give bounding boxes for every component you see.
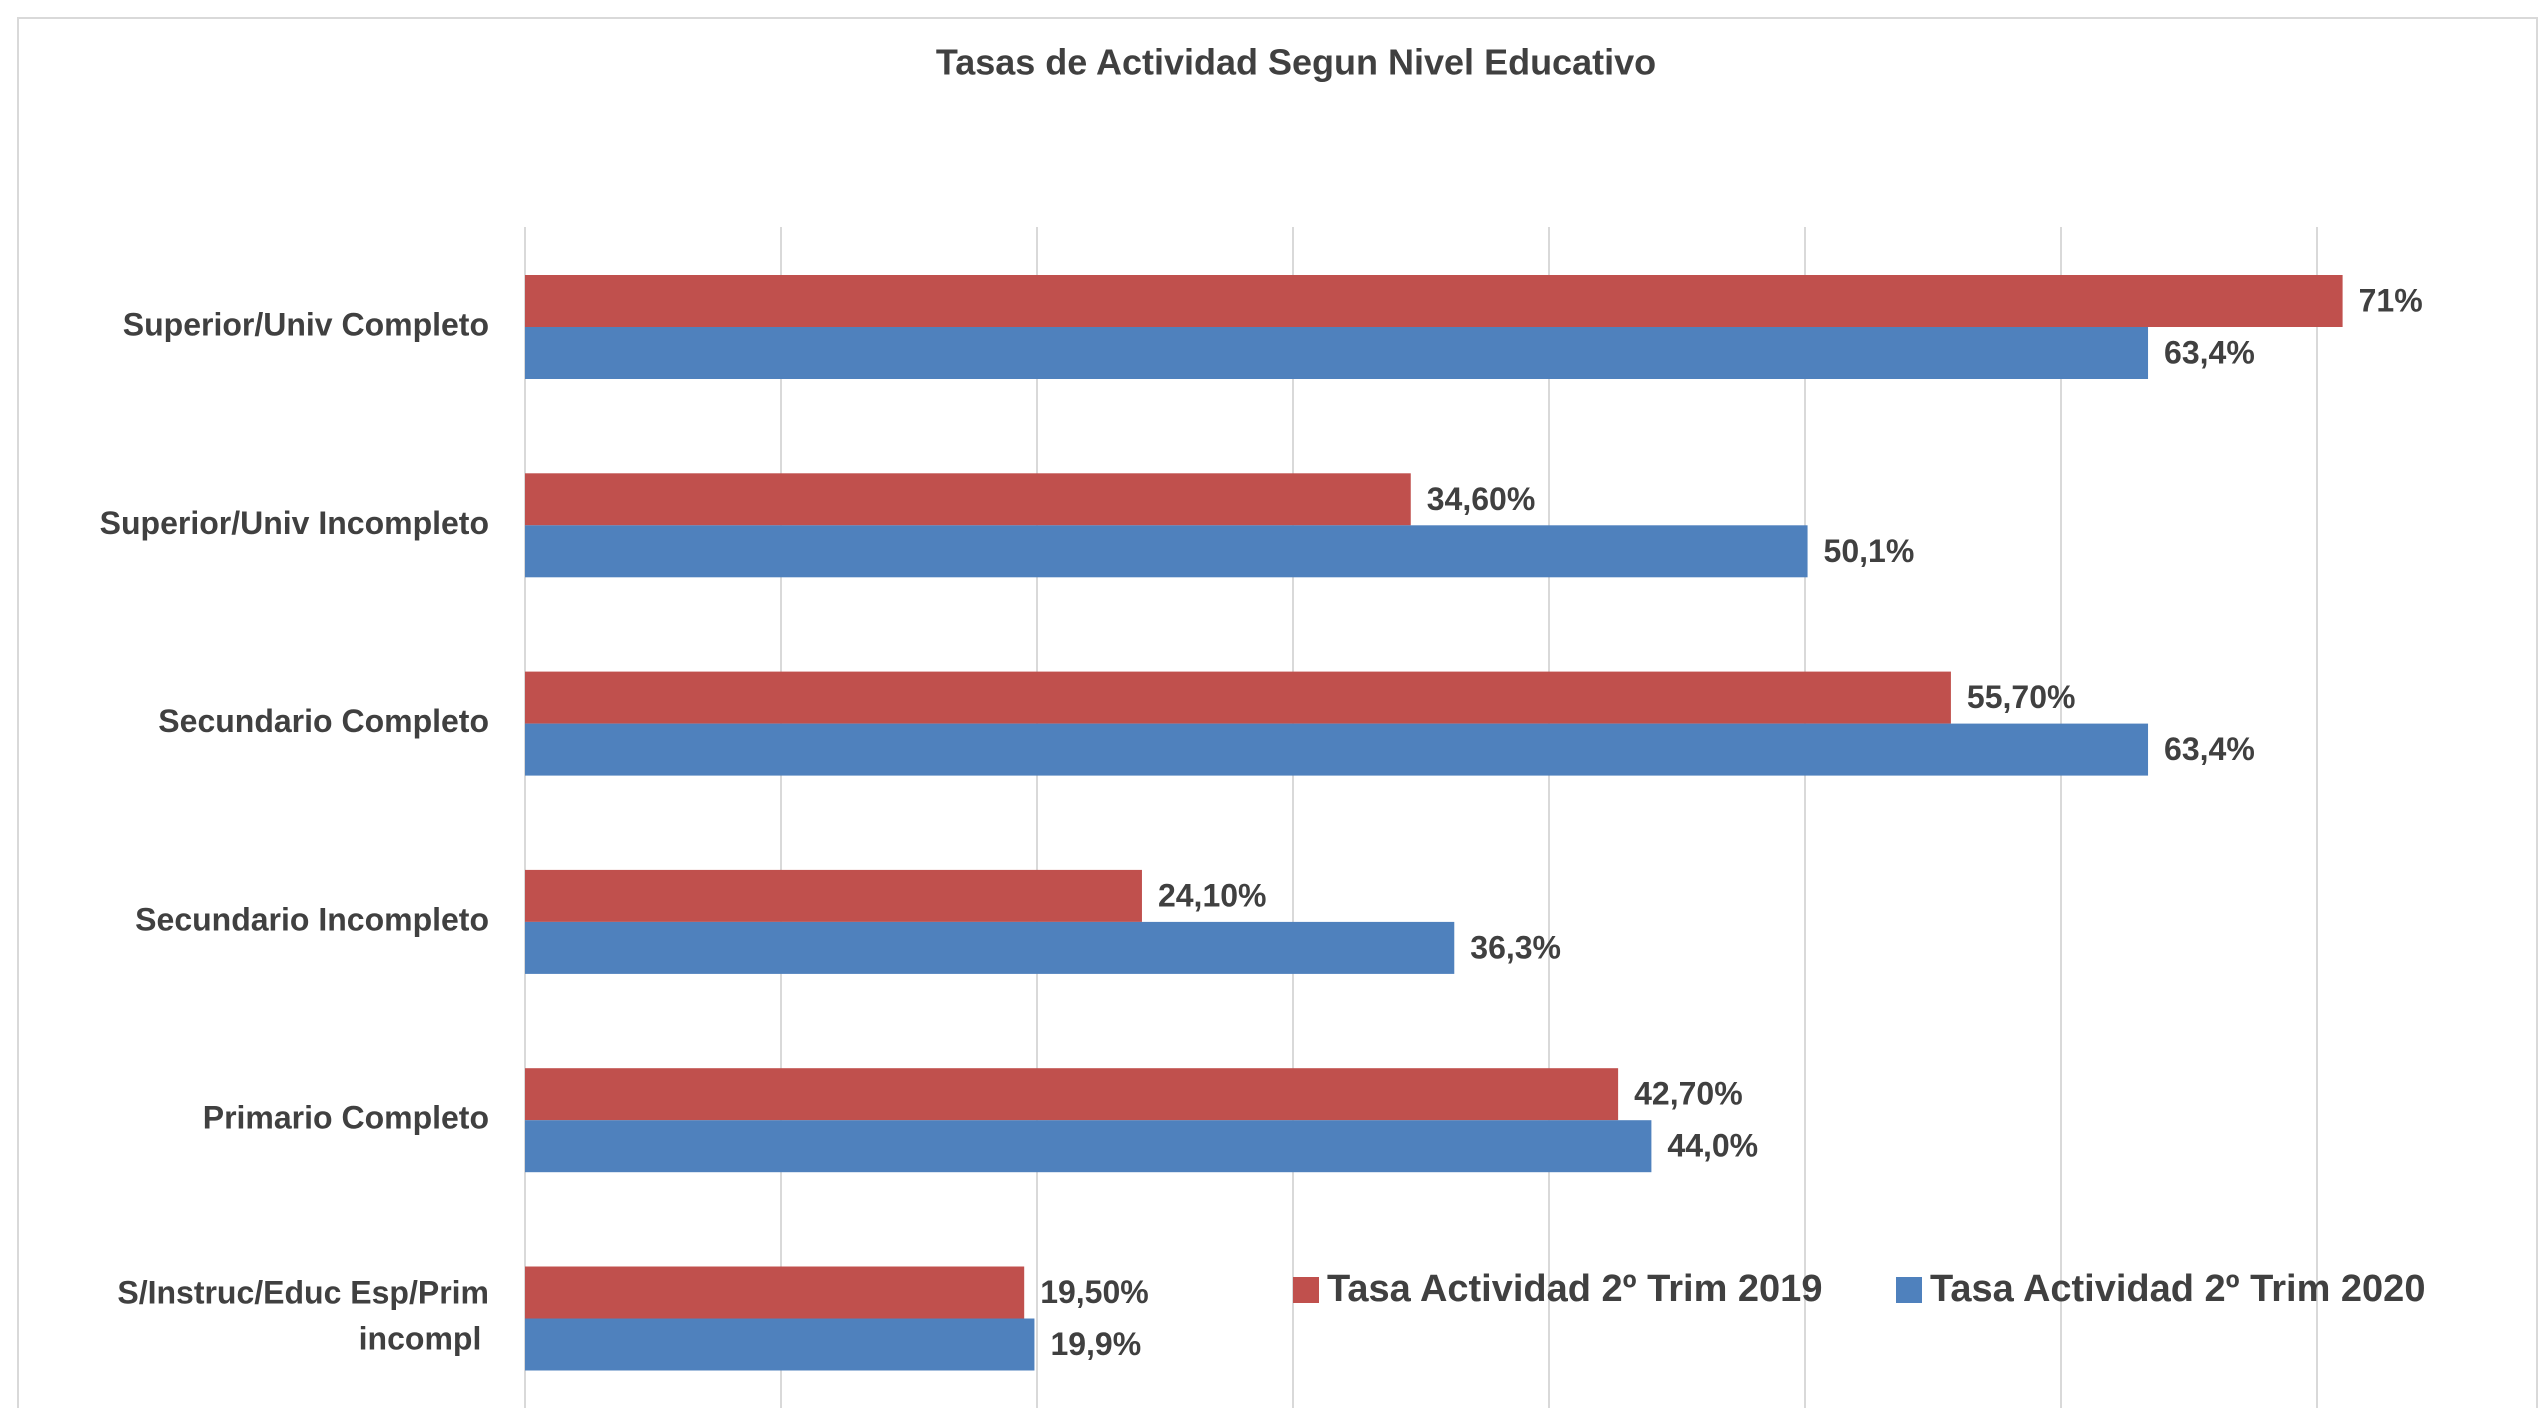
legend-label: Tasa Actividad 2º Trim 2020	[1930, 1268, 2425, 1310]
bar	[525, 1120, 1652, 1173]
data-label: 71%	[2359, 282, 2423, 318]
y-tick-label: Secundario Incompleto	[135, 901, 489, 937]
data-label: 55,70%	[1967, 679, 2076, 715]
legend-swatch	[1896, 1277, 1922, 1303]
legend-swatch	[1293, 1277, 1319, 1303]
data-label: 36,3%	[1470, 929, 1561, 965]
y-tick-label: Superior/Univ Completo	[123, 306, 489, 342]
bar	[525, 327, 2149, 379]
data-label: 19,9%	[1050, 1326, 1141, 1362]
data-label: 24,10%	[1158, 877, 1267, 913]
data-label: 44,0%	[1667, 1128, 1758, 1164]
bar	[525, 671, 1951, 724]
y-tick-label: Secundario Completo	[158, 703, 489, 739]
chart-border	[17, 17, 2538, 1408]
bar	[525, 723, 2149, 776]
chart-title: Tasas de Actividad Segun Nivel Educativo	[936, 42, 1656, 83]
y-tick-label: Primario Completo	[203, 1100, 489, 1136]
bar	[525, 473, 1411, 526]
bar	[525, 525, 1808, 578]
bar	[525, 275, 2343, 327]
bar	[525, 869, 1142, 922]
data-label: 63,4%	[2164, 731, 2255, 767]
data-label: 42,70%	[1634, 1076, 1743, 1112]
bar	[525, 1318, 1035, 1371]
bar	[525, 1266, 1025, 1319]
bar	[525, 1068, 1619, 1121]
y-tick-label: Superior/Univ Incompleto	[100, 505, 489, 541]
data-label: 63,4%	[2164, 334, 2255, 370]
data-label: 34,60%	[1427, 481, 1536, 517]
data-label: 50,1%	[1824, 533, 1915, 569]
legend-label: Tasa Actividad 2º Trim 2019	[1327, 1268, 1822, 1310]
bar	[525, 921, 1455, 974]
y-tick-label: S/Instruc/Educ Esp/Prim incompl	[117, 1275, 489, 1357]
data-label: 19,50%	[1040, 1274, 1149, 1310]
